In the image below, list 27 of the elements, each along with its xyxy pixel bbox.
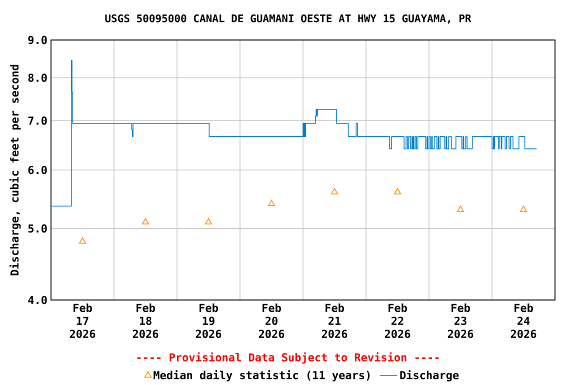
x-tick-label: Feb 17 2026 bbox=[70, 304, 96, 338]
y-tick-label: 7.0 bbox=[28, 116, 47, 125]
point bbox=[520, 206, 528, 212]
x-tick-label: Feb 23 2026 bbox=[448, 304, 474, 338]
y-tick-label: 5.0 bbox=[28, 224, 47, 233]
point bbox=[142, 218, 150, 225]
point bbox=[78, 238, 86, 244]
point bbox=[268, 200, 276, 206]
text: ---- Provisional Data Subject to Revision ---- bbox=[137, 352, 439, 364]
x-tick-label: Feb 20 2026 bbox=[258, 304, 284, 338]
legend-label: Median daily statistic (11 years) bbox=[154, 370, 370, 382]
point bbox=[394, 188, 402, 195]
y-axis-title: Discharge, cubic feet per second bbox=[10, 65, 21, 276]
y-tick-label: 4.0 bbox=[28, 296, 47, 304]
point bbox=[456, 206, 464, 212]
x-tick-label: Feb 21 2026 bbox=[322, 304, 348, 338]
legend-label: Discharge bbox=[400, 370, 459, 382]
x-tick-label: Feb 19 2026 bbox=[196, 304, 222, 338]
x-tick-label: Feb 18 2026 bbox=[132, 304, 158, 338]
y-tick-label: 8.0 bbox=[28, 74, 47, 82]
x-tick-label: Feb 22 2026 bbox=[384, 304, 410, 338]
y-tick-label: 9.0 bbox=[28, 36, 47, 44]
chart-title: USGS 50095000 CANAL DE GUAMANI OESTE AT HWY 15 GUAYAMA, PR bbox=[105, 14, 472, 24]
point bbox=[330, 188, 338, 195]
y-tick-label: 6.0 bbox=[28, 166, 47, 174]
x-tick-label: Feb 24 2026 bbox=[510, 304, 536, 338]
point bbox=[204, 218, 212, 225]
